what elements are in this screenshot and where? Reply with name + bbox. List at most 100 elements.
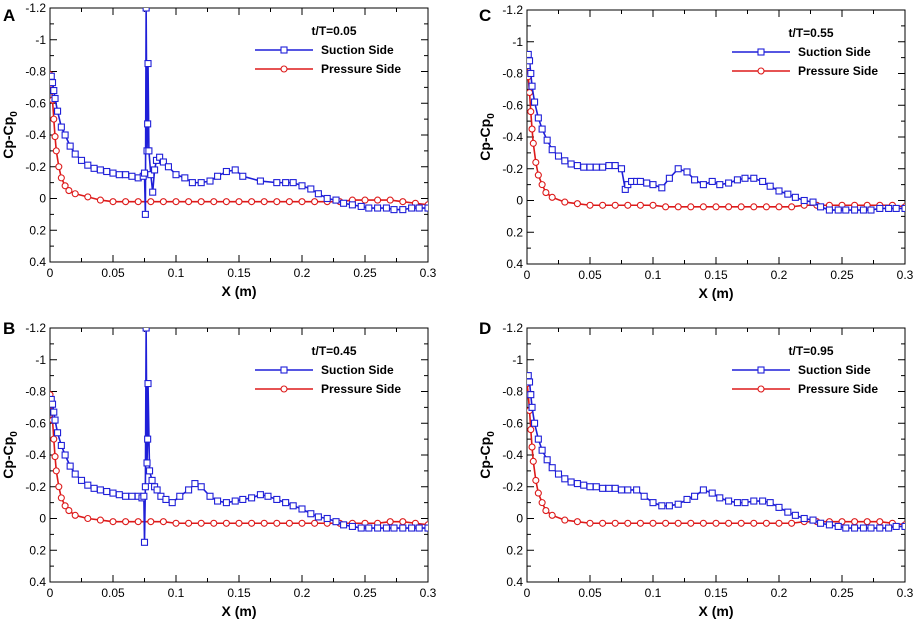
data-point-circle: [534, 171, 542, 179]
data-point-circle: [84, 193, 92, 201]
data-point-square: [605, 162, 613, 170]
data-point-square: [159, 158, 167, 166]
data-point-circle: [725, 519, 733, 527]
data-point-square: [759, 497, 767, 505]
x-tick-label: 0.3: [897, 268, 913, 282]
data-point-square: [71, 470, 79, 478]
data-point-circle: [762, 203, 770, 211]
data-point-square: [548, 464, 556, 472]
data-point-square: [649, 499, 657, 507]
data-point-square: [415, 524, 423, 532]
x-axis-title: X (m): [222, 603, 257, 619]
data-point-circle: [737, 203, 745, 211]
data-point-square: [750, 497, 758, 505]
data-point-circle: [235, 198, 243, 206]
data-point-square: [162, 495, 170, 504]
data-point-square: [382, 524, 390, 532]
data-point-circle: [210, 519, 218, 527]
data-point-square: [143, 459, 151, 467]
x-tick-label: 0.2: [294, 266, 311, 280]
data-point-square: [54, 107, 62, 115]
y-tick-label: 0: [516, 512, 523, 526]
data-point-square: [561, 475, 569, 483]
data-point-square: [851, 206, 859, 214]
data-point-square: [298, 505, 306, 513]
panel-letter: B: [3, 319, 15, 338]
panel-time-label: t/T=0.45: [311, 344, 356, 358]
legend-marker-circle: [280, 65, 288, 73]
x-tick-label: 0.25: [353, 586, 377, 600]
data-point-square: [206, 177, 214, 185]
data-point-circle: [561, 198, 569, 206]
data-point-square: [197, 483, 205, 491]
data-point-square: [548, 146, 556, 154]
data-point-circle: [109, 198, 117, 206]
data-point-square: [543, 136, 551, 144]
x-tick-label: 0.15: [227, 266, 251, 280]
series-suction-side: [50, 328, 428, 546]
data-point-square: [885, 524, 893, 532]
data-point-circle: [386, 518, 394, 526]
data-point-square: [573, 480, 581, 488]
data-point-square: [605, 484, 613, 492]
data-point-square: [390, 206, 398, 214]
data-point-square: [599, 484, 607, 492]
data-point-square: [708, 177, 716, 185]
x-tick-label: 0.15: [227, 586, 251, 600]
data-point-square: [66, 142, 74, 150]
data-point-circle: [260, 198, 268, 206]
data-point-square: [617, 486, 626, 494]
y-axis-title-main: Cp-Cp: [0, 437, 16, 479]
data-point-square: [716, 181, 724, 189]
data-point-circle: [534, 489, 542, 497]
data-point-square: [66, 462, 74, 470]
data-point-square: [586, 483, 594, 491]
data-point-square: [264, 492, 272, 500]
data-point-square: [323, 194, 331, 203]
data-point-circle: [197, 519, 205, 527]
data-point-square: [649, 181, 657, 189]
y-tick-label: 0.4: [29, 575, 46, 589]
x-tick-label: 0.3: [420, 266, 437, 280]
data-point-circle: [529, 139, 537, 147]
data-point-square: [643, 179, 651, 187]
y-tick-label: 0: [39, 512, 46, 526]
data-point-circle: [699, 203, 707, 211]
x-tick-label: 0.1: [168, 586, 185, 600]
data-point-square: [191, 480, 199, 488]
data-point-square: [624, 486, 632, 494]
x-tick-label: 0.15: [704, 586, 728, 600]
data-point-square: [140, 169, 149, 177]
data-point-square: [633, 486, 641, 494]
data-point-square: [699, 486, 707, 494]
data-point-square: [859, 206, 867, 214]
data-point-square: [57, 123, 65, 131]
series-pressure-side: [50, 71, 428, 209]
data-point-circle: [51, 453, 59, 461]
data-point-circle: [528, 125, 536, 133]
y-tick-label: -0.4: [25, 128, 46, 142]
data-point-square: [842, 206, 850, 214]
legend-marker-circle: [757, 385, 765, 393]
data-point-square: [164, 163, 172, 171]
data-point-square: [340, 199, 348, 207]
legend: Suction Side Pressure Side: [255, 363, 401, 396]
data-point-square: [128, 492, 136, 500]
data-point-circle: [50, 435, 58, 443]
data-point-square: [580, 481, 588, 489]
data-point-circle: [599, 201, 607, 209]
legend-marker-circle: [757, 67, 765, 75]
x-tick-label: 0.05: [101, 586, 125, 600]
x-tick-label: 0.05: [578, 586, 602, 600]
data-point-square: [867, 206, 875, 214]
data-point-circle: [285, 519, 293, 527]
y-tick-label: -1: [35, 33, 46, 47]
data-point-square: [800, 514, 808, 523]
series-suction-side: [527, 372, 905, 532]
x-tick-label: 0.2: [771, 586, 788, 600]
data-point-square: [733, 176, 741, 184]
data-point-square: [534, 114, 542, 122]
data-point-circle: [624, 519, 632, 527]
data-point-square: [617, 165, 626, 173]
